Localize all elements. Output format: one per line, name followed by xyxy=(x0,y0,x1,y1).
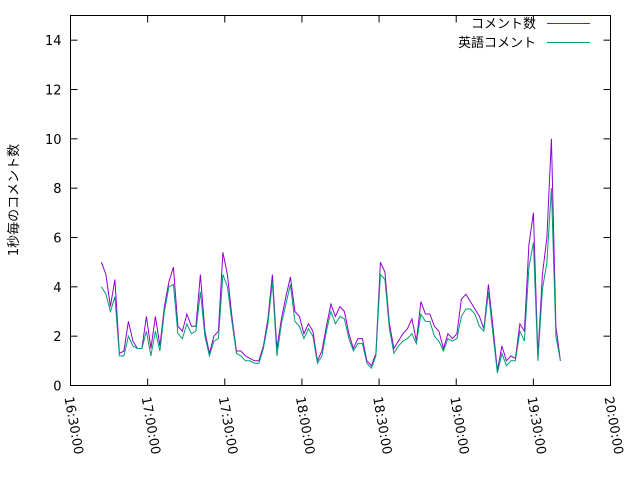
y-tick-label: 2 xyxy=(53,330,61,345)
x-tick-label: 19:30:00 xyxy=(523,396,548,456)
y-tick-label: 12 xyxy=(45,84,62,99)
plot-border xyxy=(70,15,611,386)
x-tick-label: 20:00:00 xyxy=(601,396,626,456)
x-tick-label: 17:00:00 xyxy=(138,396,163,456)
y-axis-label: 1秒毎のコメント数 xyxy=(6,144,22,256)
y-tick-label: 8 xyxy=(53,182,61,197)
y-tick-label: 10 xyxy=(45,133,62,148)
x-tick-label: 18:30:00 xyxy=(369,396,394,456)
legend-label: 英語コメント xyxy=(458,35,536,51)
legend-label: コメント数 xyxy=(471,17,536,32)
y-tick-label: 4 xyxy=(53,281,61,296)
y-tick-label: 14 xyxy=(45,34,62,49)
x-tick-label: 18:00:00 xyxy=(292,396,317,456)
y-tick-label: 6 xyxy=(53,232,61,247)
x-tick-label: 19:00:00 xyxy=(446,396,471,456)
y-tick-label: 0 xyxy=(53,380,61,395)
series-line-0 xyxy=(100,138,561,371)
series-line-1 xyxy=(100,188,561,374)
x-tick-label: 17:30:00 xyxy=(215,396,240,456)
x-tick-label: 16:30:00 xyxy=(61,396,86,456)
